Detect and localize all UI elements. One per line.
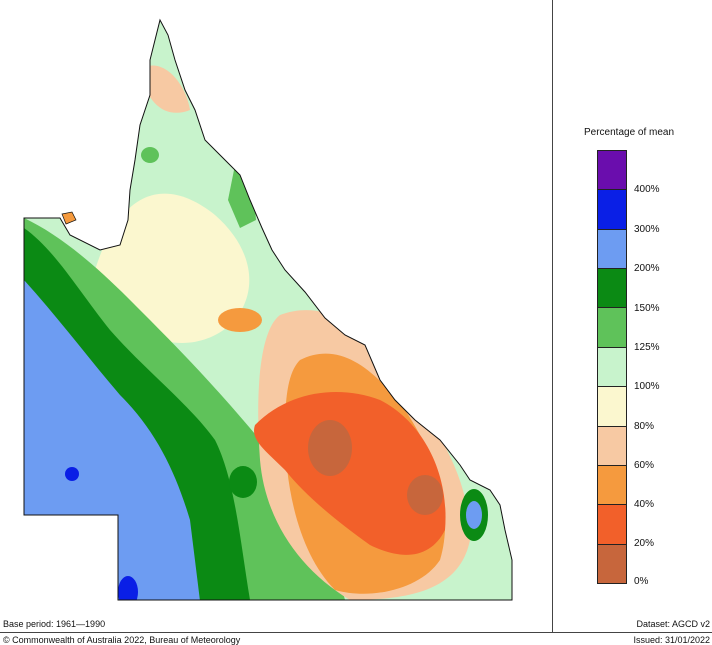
island-gulf bbox=[61, 211, 77, 225]
zone-200-300-east bbox=[466, 501, 482, 529]
zone-125-150-cape bbox=[141, 147, 159, 163]
legend-swatch bbox=[598, 505, 626, 545]
legend-swatch bbox=[598, 308, 626, 348]
copyright-text: © Commonwealth of Australia 2022, Bureau… bbox=[3, 635, 241, 645]
zone-40-60-north bbox=[218, 308, 262, 332]
zone-0-20-central bbox=[308, 420, 352, 476]
outside-state bbox=[24, 515, 118, 600]
legend-swatch bbox=[598, 190, 626, 230]
legend-label: 80% bbox=[634, 421, 655, 432]
legend-swatch bbox=[598, 387, 626, 427]
legend-label: 400% bbox=[634, 184, 660, 195]
footer-divider bbox=[0, 632, 712, 633]
zone-0-20-east bbox=[407, 475, 443, 515]
legend-color-bar bbox=[597, 150, 627, 584]
rainfall-zones bbox=[24, 20, 512, 600]
legend-label: 20% bbox=[634, 538, 655, 549]
legend-title: Percentage of mean bbox=[584, 127, 675, 138]
issued-date-text: Issued: 31/01/2022 bbox=[633, 635, 710, 645]
base-period-text: Base period: 1961—1990 bbox=[3, 619, 106, 629]
dataset-text: Dataset: AGCD v2 bbox=[636, 619, 710, 629]
legend-label: 200% bbox=[634, 263, 660, 274]
legend-label: 300% bbox=[634, 224, 660, 235]
zone-300-400-south bbox=[118, 576, 138, 600]
legend-label: 150% bbox=[634, 303, 660, 314]
legend-swatch bbox=[598, 426, 626, 466]
zone-20-40-central bbox=[254, 392, 446, 555]
legend-swatch bbox=[598, 229, 626, 270]
legend-label: 40% bbox=[634, 499, 655, 510]
zone-60-80-cape-york bbox=[140, 65, 190, 113]
rainfall-map bbox=[23, 18, 513, 601]
zone-150-200-inland bbox=[229, 466, 257, 498]
legend-swatch bbox=[598, 269, 626, 309]
legend-label: 60% bbox=[634, 460, 655, 471]
legend-swatch bbox=[598, 347, 626, 388]
state-boundary bbox=[23, 18, 513, 601]
zone-300-400-west bbox=[65, 467, 79, 481]
panel-divider bbox=[552, 0, 553, 632]
legend-swatch bbox=[598, 151, 626, 191]
legend-swatch bbox=[598, 544, 626, 583]
legend-label: 100% bbox=[634, 381, 660, 392]
legend-swatch bbox=[598, 465, 626, 506]
legend-label: 0% bbox=[634, 576, 649, 587]
legend-label: 125% bbox=[634, 342, 660, 353]
